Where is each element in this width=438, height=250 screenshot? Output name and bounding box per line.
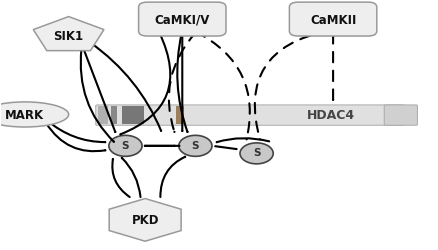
Text: PKD: PKD: [131, 214, 159, 226]
Text: S: S: [122, 140, 129, 150]
FancyBboxPatch shape: [96, 106, 404, 126]
Polygon shape: [33, 18, 104, 51]
FancyArrowPatch shape: [81, 50, 114, 142]
FancyArrowPatch shape: [255, 32, 328, 140]
Ellipse shape: [0, 102, 69, 128]
FancyArrowPatch shape: [120, 34, 170, 135]
Bar: [111, 107, 117, 124]
FancyArrowPatch shape: [91, 44, 161, 131]
FancyArrowPatch shape: [215, 146, 237, 150]
FancyArrowPatch shape: [122, 158, 141, 197]
FancyBboxPatch shape: [290, 3, 377, 37]
Text: MARK: MARK: [5, 108, 45, 122]
FancyArrowPatch shape: [177, 34, 187, 132]
Text: CaMKI/V: CaMKI/V: [155, 14, 210, 26]
Text: CaMKII: CaMKII: [310, 14, 356, 26]
Text: S: S: [192, 140, 199, 150]
Text: SIK1: SIK1: [53, 30, 84, 43]
FancyArrowPatch shape: [196, 32, 250, 140]
Ellipse shape: [240, 143, 273, 164]
FancyArrowPatch shape: [169, 33, 196, 132]
Ellipse shape: [109, 136, 142, 157]
FancyArrowPatch shape: [112, 160, 130, 197]
FancyArrowPatch shape: [83, 48, 115, 132]
Bar: [176, 107, 184, 124]
Bar: [98, 107, 108, 124]
Text: S: S: [253, 148, 260, 158]
Polygon shape: [109, 199, 181, 241]
Text: HDAC4: HDAC4: [307, 109, 355, 122]
FancyBboxPatch shape: [384, 106, 417, 126]
Ellipse shape: [179, 136, 212, 157]
FancyArrowPatch shape: [217, 138, 269, 143]
FancyBboxPatch shape: [138, 3, 226, 37]
FancyArrowPatch shape: [47, 120, 105, 143]
Bar: [122, 107, 144, 124]
FancyArrowPatch shape: [160, 157, 185, 197]
FancyArrowPatch shape: [46, 124, 105, 152]
